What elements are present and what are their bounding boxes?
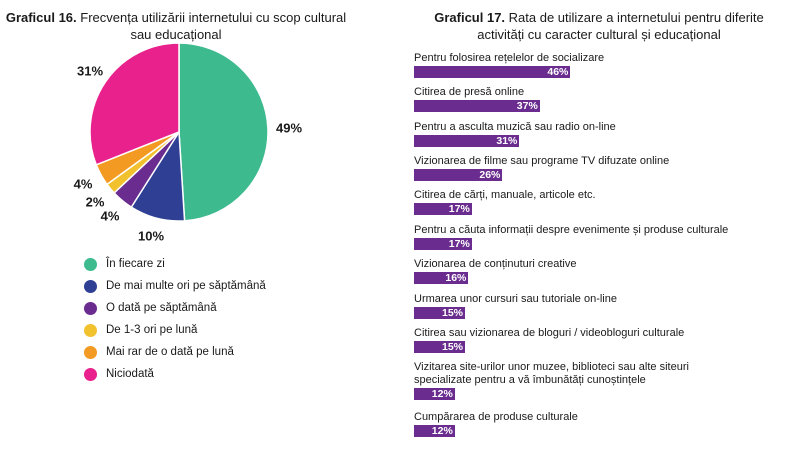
right-chart-title-line2: activități cu caracter cultural și educa… (477, 27, 721, 42)
bar-value: 37% (414, 100, 540, 112)
right-chart-title: Graficul 17. Rata de utilizare a interne… (398, 9, 800, 43)
bar-row: Citirea sau vizionarea de bloguri / vide… (414, 327, 685, 353)
legend-swatch (84, 279, 97, 293)
left-chart-title: Graficul 16. Frecvența utilizării intern… (0, 9, 352, 43)
pie-value-label-5: 31% (77, 63, 103, 78)
pie-slice-0 (178, 42, 269, 222)
bar-category-label: specializate pentru a vă îmbunătăți cuno… (414, 374, 646, 386)
bar-value: 15% (414, 307, 465, 319)
pie-legend: În fiecare zi De mai multe ori pe săptămâ… (84, 253, 266, 385)
pie-value-label-0: 49% (276, 120, 302, 135)
left-chart-title-line2: sau educațional (130, 27, 222, 42)
bar-value: 31% (414, 135, 520, 147)
legend-item: De 1-3 ori pe lună (84, 319, 266, 341)
bar-row: Vizionarea de filme sau programe TV difu… (414, 155, 670, 181)
legend-label: De 1-3 ori pe lună (106, 324, 198, 336)
legend-item: Mai rar de o dată pe lună (84, 341, 266, 363)
bar-category-label: Cumpărarea de produse culturale (414, 411, 578, 423)
bar-row: Pentru a căuta informații despre evenime… (414, 224, 729, 250)
bar-value: 26% (414, 169, 503, 181)
pie-value-label-3: 2% (86, 194, 105, 209)
bar-row: Citirea de presă online 37% (414, 86, 540, 112)
bar-row: Vizitarea site-urilor unor muzee, biblio… (414, 361, 689, 400)
bar-category-label: Vizionarea de conținuturi creative (414, 258, 577, 270)
left-chart-title-number: Graficul 16. (5, 10, 77, 25)
bar-row: Pentru folosirea rețelelor de socializar… (414, 52, 605, 78)
bar-value: 12% (414, 425, 455, 437)
legend-swatch (84, 257, 97, 271)
legend-label: De mai multe ori pe săptămână (106, 280, 266, 292)
legend-swatch (84, 323, 97, 337)
right-chart-title-text: Rata de utilizare a internetului pentru … (505, 10, 764, 25)
bar-category-label: Citirea sau vizionarea de bloguri / vide… (414, 327, 685, 339)
legend-label: În fiecare zi (106, 258, 165, 270)
legend-swatch (84, 367, 97, 381)
bar-category-label: Pentru a căuta informații despre evenime… (414, 224, 729, 236)
left-chart-title-text: Frecvența utilizării internetului cu sco… (76, 10, 347, 25)
bar-value: 17% (414, 238, 472, 250)
bar-category-label: Citirea de cărți, manuale, articole etc. (414, 189, 596, 201)
legend-label: Niciodată (106, 368, 154, 380)
bar-value: 15% (414, 341, 465, 353)
bar-value: 12% (414, 388, 455, 400)
legend-item: În fiecare zi (84, 253, 266, 275)
bar-value: 46% (414, 66, 571, 78)
right-chart-title-number: Graficul 17. (434, 10, 506, 25)
bar-category-label: Vizionarea de filme sau programe TV difu… (414, 155, 670, 167)
bar-value: 17% (414, 203, 472, 215)
bar-category-label: Citirea de presă online (414, 86, 525, 98)
bar-row: Urmarea unor cursuri sau tutoriale on-li… (414, 293, 617, 319)
legend-swatch (84, 301, 97, 315)
bar-row: Citirea de cărți, manuale, articole etc.… (414, 189, 596, 215)
bar-value: 16% (414, 272, 469, 284)
legend-item: O dată pe săptămână (84, 297, 266, 319)
bar-category-label: Urmarea unor cursuri sau tutoriale on-li… (414, 293, 617, 305)
bar-category-label: Pentru a asculta muzică sau radio on-lin… (414, 121, 616, 133)
bar-row: Cumpărarea de produse culturale 12% (414, 411, 578, 437)
pie-slice-5 (89, 42, 180, 166)
legend-swatch (84, 345, 97, 359)
bar-category-label: Pentru folosirea rețelelor de socializar… (414, 52, 605, 64)
legend-item: Niciodată (84, 363, 266, 385)
legend-label: O dată pe săptămână (106, 302, 217, 314)
pie-value-label-4: 4% (74, 176, 93, 191)
legend-item: De mai multe ori pe săptămână (84, 275, 266, 297)
pie-chart: 49%10%4%2%4%31% (74, 42, 302, 243)
bar-row: Pentru a asculta muzică sau radio on-lin… (414, 121, 616, 147)
legend-label: Mai rar de o dată pe lună (106, 346, 234, 358)
bar-row: Vizionarea de conținuturi creative 16% (414, 258, 577, 284)
bar-category-label: Vizitarea site-urilor unor muzee, biblio… (414, 361, 689, 373)
pie-value-label-1: 10% (138, 228, 164, 243)
pie-value-label-2: 4% (101, 208, 120, 223)
